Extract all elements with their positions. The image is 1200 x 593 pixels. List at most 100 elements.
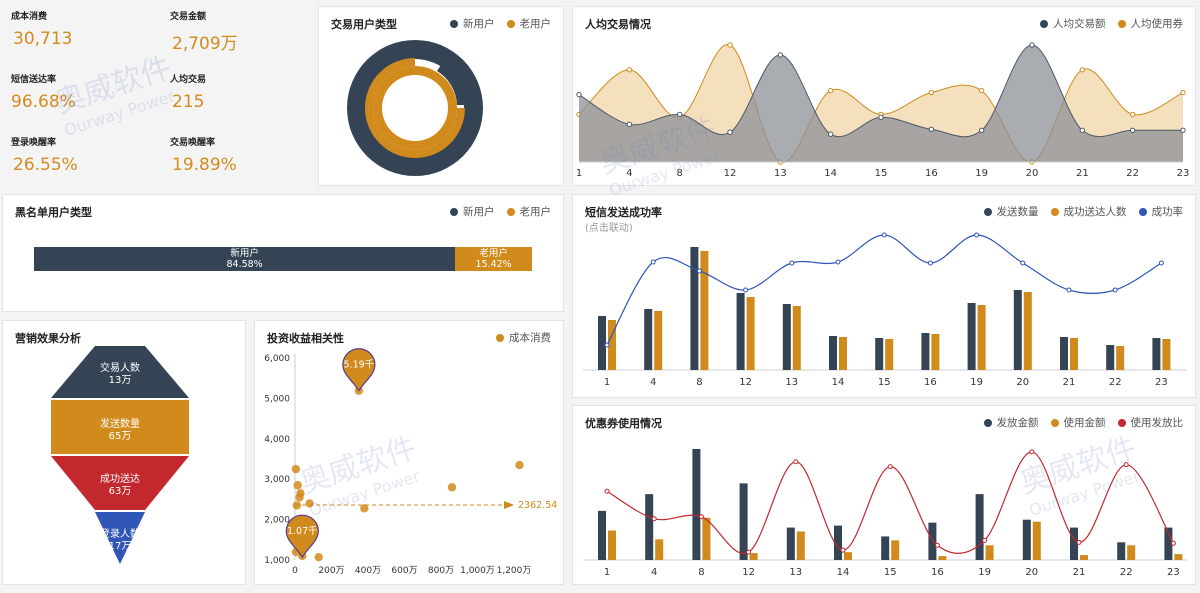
- avg-transaction-chart[interactable]: 1 4 8 12 13 14 15 16 19 20 21 22 23: [573, 7, 1197, 187]
- segment-pct: 84.58%: [34, 259, 455, 270]
- x-tick-label: 21: [1076, 168, 1089, 179]
- success-rate-point: [651, 260, 655, 264]
- funnel-stage-value: 63万: [109, 486, 132, 497]
- x-tick-label: 8: [676, 168, 682, 179]
- bar-used: [1127, 545, 1135, 560]
- bar-issued: [692, 449, 700, 560]
- legend-label: 老用户: [520, 206, 552, 218]
- coupon-series-point: [728, 43, 732, 47]
- usage-ratio-point: [888, 465, 892, 469]
- x-tick-label: 13: [785, 377, 798, 388]
- x-tick-label: 800万: [428, 566, 454, 576]
- x-tick-label: 1: [604, 377, 610, 388]
- kpi-label: 登录唤醒率: [11, 135, 56, 148]
- x-tick-label: 22: [1109, 377, 1122, 388]
- bar-used: [797, 532, 805, 560]
- usage-ratio-point: [605, 489, 609, 493]
- success-rate-point: [744, 288, 748, 292]
- coupon-series-point: [929, 90, 933, 94]
- bar-send-count: [644, 309, 652, 370]
- bar-send-count: [783, 304, 791, 370]
- bar-delivered: [839, 337, 847, 370]
- bar-delivered: [1116, 346, 1124, 370]
- x-tick-label: 20: [1026, 168, 1039, 179]
- amount-series-point: [979, 128, 983, 132]
- kpi-value: 96.68%: [11, 92, 76, 112]
- x-tick-label: 600万: [391, 566, 417, 576]
- segment-label: 老用户: [455, 248, 532, 259]
- success-rate-point: [1113, 288, 1117, 292]
- bar-send-count: [968, 303, 976, 370]
- bar-used: [1033, 522, 1041, 560]
- coupon-series-point: [1181, 90, 1185, 94]
- bar-send-count: [829, 336, 837, 370]
- x-tick-label: 16: [924, 377, 937, 388]
- bar-send-count: [1060, 337, 1068, 370]
- scatter-point: [448, 483, 456, 491]
- bar-delivered: [700, 251, 708, 370]
- usage-ratio-point: [794, 460, 798, 464]
- scatter-point: [360, 504, 368, 512]
- x-tick-label: 22: [1120, 567, 1133, 578]
- x-tick-label: 12: [739, 377, 752, 388]
- legend-item[interactable]: 老用户: [507, 204, 552, 219]
- x-tick-label: 12: [742, 567, 755, 578]
- x-tick-label: 15: [884, 567, 897, 578]
- scatter-point: [296, 489, 304, 497]
- kpi-label: 人均交易: [170, 72, 206, 85]
- coupon-series-point: [1080, 68, 1084, 72]
- usage-ratio-point: [1124, 463, 1128, 467]
- funnel-chart[interactable]: 交易人数 13万 发送数量 65万 成功送达 63万 登录人数 17万: [3, 321, 247, 586]
- bar-used: [891, 540, 899, 560]
- segment-label: 新用户: [34, 248, 455, 259]
- funnel-stage-value: 17万: [109, 541, 132, 552]
- investment-scatter-panel: 投资收益相关性 成本消费 1,000 2,000 3,000 4,000 5,000 6,…: [254, 320, 564, 585]
- usage-ratio-point: [699, 515, 703, 519]
- usage-ratio-point: [841, 548, 845, 552]
- x-tick-label: 20: [1025, 567, 1038, 578]
- kpi-label: 成本消费: [11, 9, 47, 22]
- funnel-stage-value: 65万: [109, 431, 132, 442]
- bar-delivered: [1162, 339, 1170, 370]
- x-tick-label: 19: [975, 168, 988, 179]
- bar-used: [1174, 554, 1182, 560]
- bar-send-count: [1014, 290, 1022, 370]
- x-tick-label: 1,000万: [460, 566, 495, 576]
- coupon-chart[interactable]: 1 4 8 12 13 14 15 16 19 20 21 22 23: [573, 406, 1197, 586]
- bar-segment-old[interactable]: 老用户 15.42%: [455, 247, 532, 271]
- coupon-series-point: [979, 88, 983, 92]
- x-tick-label: 16: [931, 567, 944, 578]
- usage-ratio-point: [747, 550, 751, 554]
- bar-segment-new[interactable]: 新用户 84.58%: [34, 247, 455, 271]
- stacked-bar[interactable]: 新用户 84.58% 老用户 15.42%: [34, 247, 532, 271]
- kpi-label: 短信送达率: [11, 72, 56, 85]
- amount-series-point: [1080, 128, 1084, 132]
- bar-used: [1080, 555, 1088, 560]
- x-tick-label: 20: [1016, 377, 1029, 388]
- scatter-chart[interactable]: 1,000 2,000 3,000 4,000 5,000 6,000 0 200万 400万 6…: [255, 321, 565, 586]
- bar-issued: [1070, 528, 1078, 560]
- amount-series-point: [677, 112, 681, 116]
- bar-issued: [928, 523, 936, 560]
- x-tick-label: 14: [837, 567, 850, 578]
- donut-chart[interactable]: [319, 7, 565, 187]
- legend-label: 新用户: [463, 206, 495, 218]
- min-marker-pin-label: 1.07千: [287, 526, 318, 537]
- amount-series-point: [1030, 43, 1034, 47]
- funnel-stage-name: 登录人数: [100, 527, 140, 540]
- avg-arrow: [504, 501, 514, 509]
- success-rate-point: [836, 260, 840, 264]
- bar-send-count: [690, 247, 698, 370]
- x-tick-label: 21: [1063, 377, 1076, 388]
- bar-delivered: [885, 339, 893, 370]
- x-tick-label: 23: [1155, 377, 1168, 388]
- coupon-series-point: [828, 88, 832, 92]
- funnel-stage-name: 交易人数: [100, 361, 140, 374]
- kpi-label: 交易金额: [170, 9, 206, 22]
- legend-item[interactable]: 新用户: [450, 204, 495, 219]
- sms-chart[interactable]: 1 4 8 12 13 14 15 16 19 20 21 22 23: [573, 195, 1197, 399]
- amount-series-point: [778, 53, 782, 57]
- usage-ratio-point: [935, 543, 939, 547]
- bar-issued: [645, 494, 653, 560]
- x-tick-label: 16: [925, 168, 938, 179]
